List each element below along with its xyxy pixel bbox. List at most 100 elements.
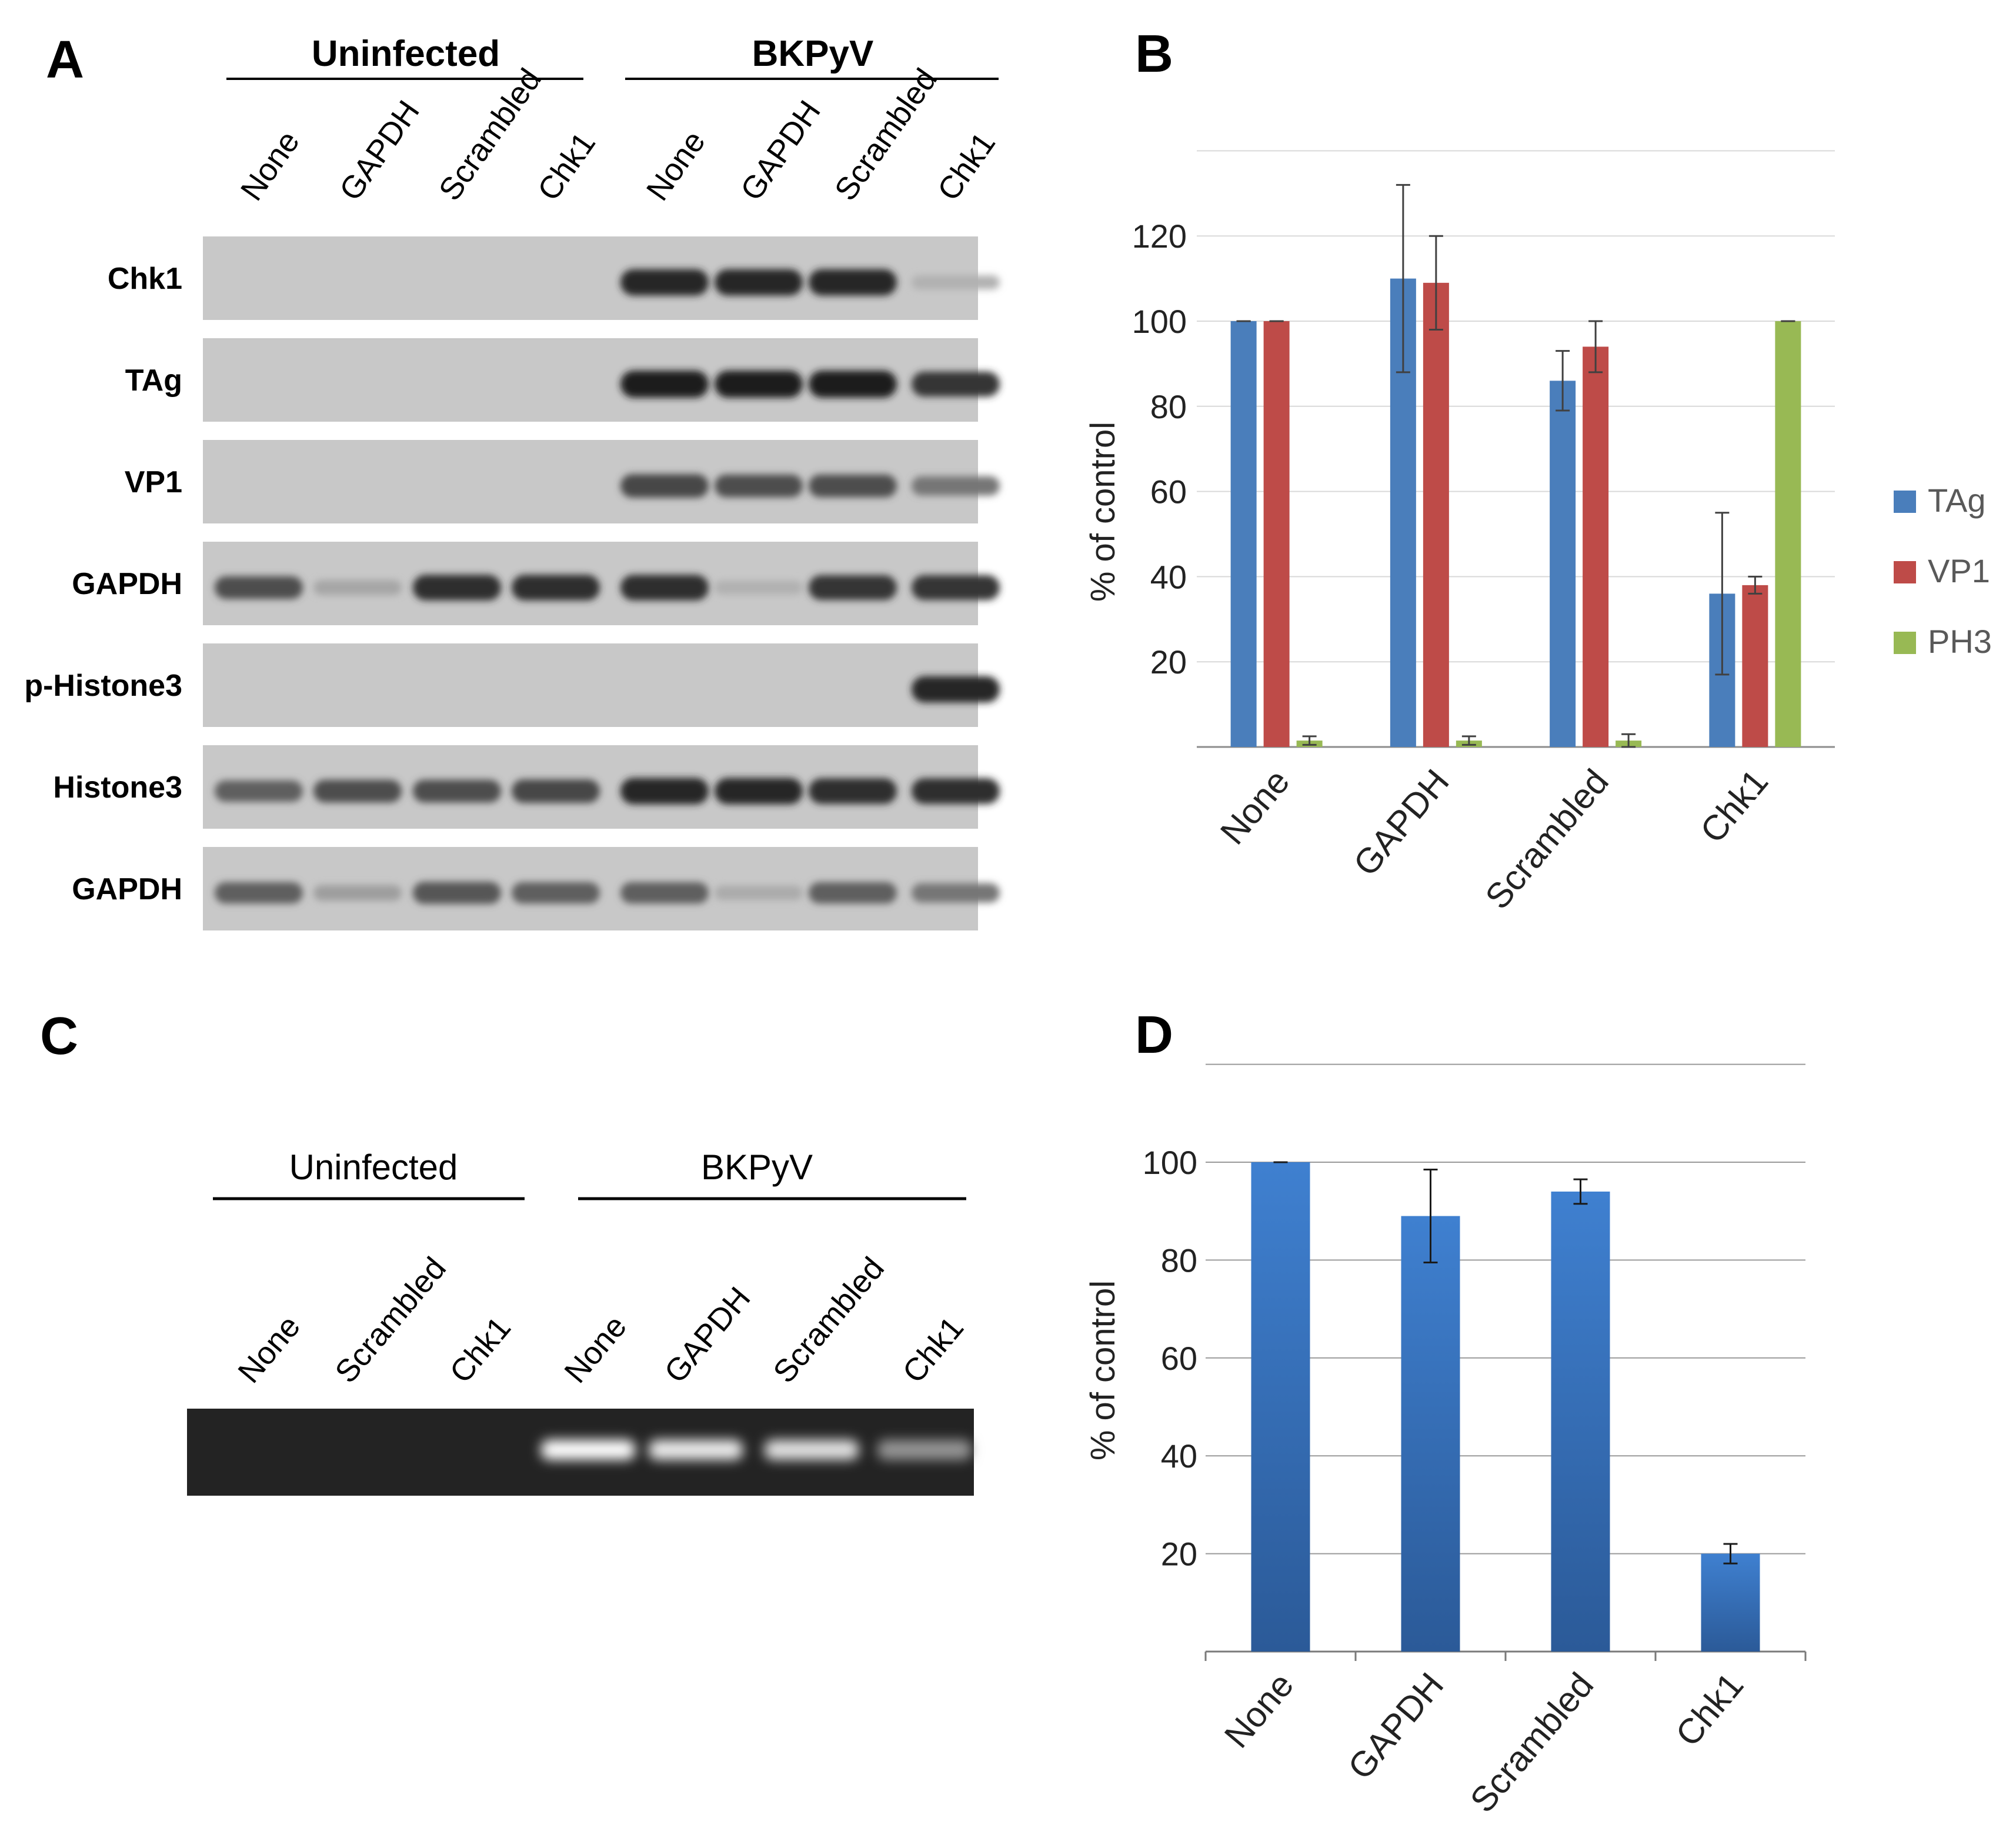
x-category-label: None bbox=[1213, 762, 1297, 852]
chart-b-bars bbox=[1230, 184, 1801, 748]
gel-band bbox=[541, 1440, 635, 1460]
blot-band bbox=[313, 580, 402, 595]
x-category-label: Chk1 bbox=[1693, 762, 1775, 850]
blot-band bbox=[912, 275, 1000, 290]
blot-band bbox=[413, 779, 501, 803]
bar-vp1 bbox=[1583, 346, 1609, 747]
blot-row: Histone3 bbox=[53, 745, 1000, 829]
blot-row: Chk1 bbox=[108, 236, 1000, 320]
chart-d-bars bbox=[1251, 1161, 1760, 1652]
bar-vp1 bbox=[1263, 321, 1290, 747]
blot-row-label: p-Histone3 bbox=[24, 669, 182, 703]
gel-band bbox=[649, 1440, 743, 1460]
blot-row-label: GAPDH bbox=[72, 567, 182, 601]
x-category-label: Chk1 bbox=[1668, 1665, 1751, 1753]
chart-d-y-ticks: 20 40 60 80 100 bbox=[1143, 1144, 1197, 1573]
blot-band bbox=[912, 371, 1000, 397]
blot-band bbox=[215, 780, 303, 802]
y-tick-label: 20 bbox=[1150, 643, 1187, 681]
blot-band bbox=[912, 575, 1000, 601]
legend-swatch bbox=[1894, 561, 1916, 583]
blot-band bbox=[715, 581, 803, 595]
panel-label-a: A bbox=[46, 31, 84, 89]
blot-row: TAg bbox=[125, 338, 1000, 422]
bar-tag bbox=[1550, 381, 1576, 747]
gel-lane-label: Chk1 bbox=[443, 1310, 518, 1390]
lane-label: None bbox=[234, 125, 306, 207]
lane-label: GAPDH bbox=[734, 94, 827, 207]
blot-band bbox=[809, 778, 897, 804]
blot-band bbox=[620, 575, 709, 601]
blot-band bbox=[512, 882, 600, 904]
blot-band bbox=[809, 882, 897, 904]
gel-lane-label: Scrambled bbox=[766, 1250, 891, 1389]
blot-band bbox=[620, 882, 709, 904]
blot-row: VP1 bbox=[125, 440, 1000, 523]
x-category-label: Scrambled bbox=[1477, 762, 1616, 916]
blot-band bbox=[413, 882, 501, 904]
bar-tag bbox=[1230, 321, 1257, 747]
panel-label-d: D bbox=[1135, 1006, 1173, 1065]
gel-band bbox=[765, 1440, 859, 1460]
y-tick-label: 60 bbox=[1161, 1340, 1197, 1377]
blot-band bbox=[215, 576, 303, 599]
chart-d-x-labels: None GAPDH Scrambled Chk1 bbox=[1217, 1665, 1751, 1820]
lane-label: Scrambled bbox=[432, 62, 548, 207]
chart-b-legend: TAg VP1 PH3 bbox=[1894, 482, 1992, 660]
blot-row: p-Histone3 bbox=[24, 643, 1000, 727]
blot-band bbox=[413, 575, 501, 601]
blot-band bbox=[313, 885, 402, 901]
gel-lane-label: Scrambled bbox=[328, 1250, 453, 1389]
blot-band bbox=[912, 778, 1000, 804]
group-label-bkpyv: BKPyV bbox=[752, 34, 874, 74]
blot-band bbox=[715, 269, 803, 296]
blot-band bbox=[620, 371, 709, 398]
lane-label: Chk1 bbox=[931, 126, 1002, 207]
blot-band bbox=[512, 575, 600, 601]
lane-label: GAPDH bbox=[333, 94, 426, 207]
y-tick-label: 80 bbox=[1161, 1242, 1197, 1279]
y-tick-label: 60 bbox=[1150, 473, 1187, 511]
blot-band bbox=[809, 371, 897, 398]
gel-lane-label: None bbox=[231, 1309, 307, 1389]
blot-row-label: TAg bbox=[125, 363, 182, 398]
blot-band bbox=[912, 476, 1000, 496]
blot-band bbox=[809, 575, 897, 601]
blot-row: GAPDH bbox=[72, 847, 1000, 930]
blot-row: GAPDH bbox=[72, 542, 1000, 625]
blot-band bbox=[215, 882, 303, 904]
chart-b-y-ticks: 20 40 60 80 100 120 bbox=[1132, 218, 1187, 681]
bar-vp1 bbox=[1423, 282, 1449, 748]
y-tick-label: 40 bbox=[1150, 558, 1187, 595]
x-category-label: Scrambled bbox=[1463, 1665, 1601, 1820]
gel-bands bbox=[541, 1440, 972, 1460]
blot-band bbox=[809, 474, 897, 498]
blot-band bbox=[620, 778, 709, 805]
panel-b-bar-chart: % of control 20 40 60 80 100 120 None GAPDH Scr… bbox=[1084, 150, 1992, 916]
panel-label-c: C bbox=[40, 1007, 78, 1066]
bar bbox=[1551, 1191, 1610, 1652]
legend-label: PH3 bbox=[1928, 623, 1992, 660]
blot-band bbox=[620, 474, 709, 498]
bar-vp1 bbox=[1742, 585, 1768, 747]
blot-band bbox=[512, 779, 600, 803]
chart-d-ylabel: % of control bbox=[1084, 1280, 1122, 1460]
bar bbox=[1251, 1162, 1310, 1652]
bar bbox=[1401, 1216, 1460, 1652]
panel-label-b: B bbox=[1135, 25, 1173, 84]
blot-band bbox=[715, 474, 803, 498]
chart-b-gridlines bbox=[1197, 150, 1835, 748]
blot-band bbox=[715, 778, 803, 805]
gel-lane-label: GAPDH bbox=[657, 1280, 757, 1390]
blot-band bbox=[912, 883, 1000, 903]
blot-band bbox=[715, 371, 803, 398]
gel-lane-label: None bbox=[558, 1309, 633, 1389]
blot-row-label: Histone3 bbox=[53, 770, 182, 805]
legend-swatch bbox=[1894, 632, 1916, 654]
y-tick-label: 100 bbox=[1132, 303, 1187, 340]
